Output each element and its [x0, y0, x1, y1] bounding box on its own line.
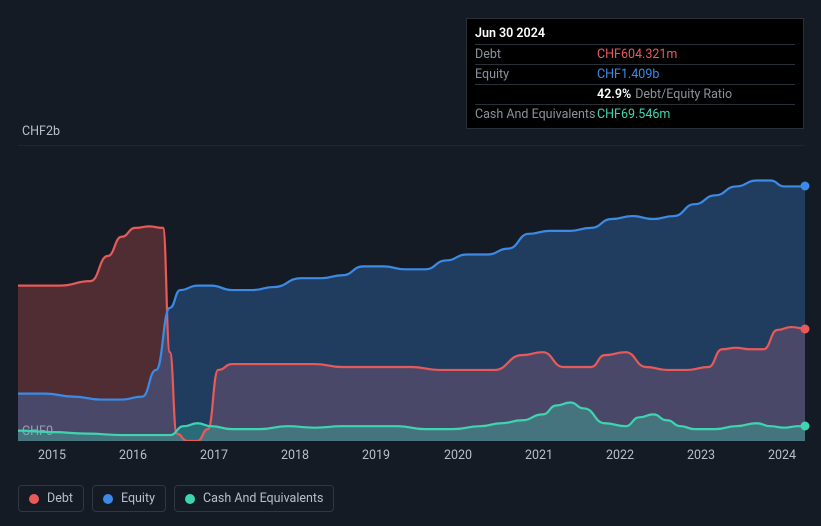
legend-label: Debt — [47, 491, 73, 506]
tooltip-label: Cash And Equivalents — [475, 107, 597, 122]
tooltip-row-cash: Cash And Equivalents CHF69.546m — [475, 105, 795, 124]
x-tick: 2017 — [200, 448, 228, 463]
tooltip-row-debt: Debt CHF604.321m — [475, 45, 795, 65]
legend-item-equity[interactable]: Equity — [92, 485, 166, 512]
tooltip-label: Debt — [475, 47, 597, 62]
tooltip-value: 42.9% Debt/Equity Ratio — [597, 87, 795, 102]
legend-marker-icon — [29, 494, 39, 504]
legend-marker-icon — [185, 494, 195, 504]
legend-label: Equity — [121, 491, 155, 506]
x-tick: 2024 — [768, 448, 796, 463]
tooltip-value: CHF1.409b — [597, 67, 795, 82]
tooltip-row-equity: Equity CHF1.409b — [475, 65, 795, 85]
ratio-text: Debt/Equity Ratio — [635, 87, 732, 102]
tooltip-label: Equity — [475, 67, 597, 82]
tooltip-date: Jun 30 2024 — [475, 25, 795, 45]
legend-item-cash-and-equivalents[interactable]: Cash And Equivalents — [174, 485, 334, 512]
legend-item-debt[interactable]: Debt — [18, 485, 84, 512]
x-tick: 2021 — [525, 448, 553, 463]
chart-legend: Debt Equity Cash And Equivalents — [18, 485, 334, 512]
x-tick: 2019 — [362, 448, 390, 463]
legend-marker-icon — [103, 494, 113, 504]
x-tick: 2016 — [119, 448, 147, 463]
hover-marker-cash-and-equivalents — [801, 422, 810, 431]
hover-marker-equity — [801, 182, 810, 191]
tooltip-label — [475, 87, 597, 102]
y-axis-label-top: CHF2b — [22, 124, 60, 139]
ratio-percent: 42.9% — [597, 87, 631, 102]
tooltip-value: CHF69.546m — [597, 107, 795, 122]
chart-plot[interactable] — [18, 145, 805, 441]
x-tick: 2020 — [444, 448, 472, 463]
hover-marker-debt — [801, 324, 810, 333]
x-tick: 2022 — [606, 448, 634, 463]
x-tick: 2018 — [281, 448, 309, 463]
chart-tooltip: Jun 30 2024 Debt CHF604.321m Equity CHF1… — [466, 18, 804, 129]
legend-label: Cash And Equivalents — [203, 491, 323, 506]
tooltip-value: CHF604.321m — [597, 47, 795, 62]
tooltip-row-ratio: 42.9% Debt/Equity Ratio — [475, 85, 795, 105]
x-tick: 2015 — [38, 448, 66, 463]
x-tick: 2023 — [687, 448, 715, 463]
